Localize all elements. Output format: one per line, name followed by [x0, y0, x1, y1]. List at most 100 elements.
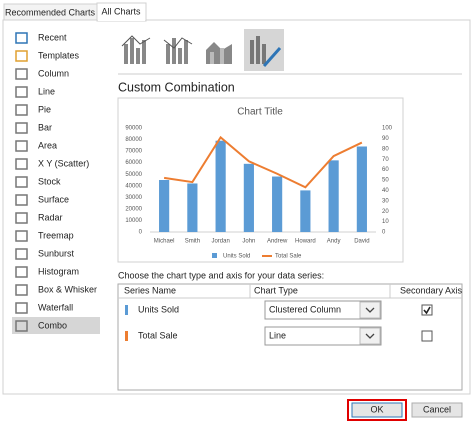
x-tick-label: Andy	[327, 239, 341, 245]
sidebar-item[interactable]: Histogram	[38, 266, 79, 276]
sidebar-item[interactable]: Radar	[38, 212, 63, 222]
y2-tick-label: 40	[382, 188, 389, 194]
legend-label: Total Sale	[275, 254, 302, 260]
bar	[243, 163, 254, 232]
cancel-button[interactable]	[411, 402, 463, 418]
y-tick-label: 20000	[125, 206, 142, 212]
y2-tick-label: 80	[382, 146, 389, 152]
sidebar-item[interactable]: Treemap	[38, 230, 74, 240]
bar	[187, 183, 198, 232]
item-icon	[15, 194, 28, 206]
item-icon	[15, 158, 28, 170]
sidebar-item[interactable]: Templates	[38, 50, 80, 60]
sidebar-item[interactable]: Waterfall	[38, 302, 73, 312]
legend-label: Units Sold	[223, 254, 250, 260]
y-tick-label: 0	[139, 230, 143, 236]
y2-tick-label: 50	[382, 178, 389, 184]
dropdown-button	[359, 327, 381, 345]
x-tick-label: Smith	[185, 239, 200, 245]
prompt: Choose the chart type and axis for your …	[118, 270, 324, 280]
icon[interactable]	[206, 42, 232, 64]
item-icon	[15, 122, 28, 134]
bar	[300, 190, 311, 232]
checkbox[interactable]	[421, 330, 433, 342]
dropdown-button	[359, 301, 381, 319]
x-tick-label: David	[354, 239, 369, 245]
bar	[272, 176, 283, 232]
line	[163, 135, 363, 189]
sidebar-item[interactable]: Recent	[38, 32, 67, 42]
header-cell: Secondary Axis	[400, 285, 463, 295]
item-icon	[15, 32, 28, 44]
y2-tick-label: 60	[382, 167, 389, 173]
item-icon	[15, 140, 28, 152]
y2-tick-label: 100	[382, 126, 393, 132]
sidebar-item[interactable]: Sunburst	[38, 248, 75, 258]
sidebar-item[interactable]: Combo	[38, 320, 67, 330]
x-tick-label: Andrew	[267, 239, 288, 245]
y-tick-label: 60000	[125, 160, 142, 166]
item-icon	[15, 104, 28, 116]
item-icon	[15, 68, 28, 80]
heading: Custom Combination	[118, 80, 235, 94]
y-tick-label: 40000	[125, 183, 142, 189]
y-tick-label: 70000	[125, 149, 142, 155]
icon[interactable]	[250, 36, 282, 67]
sidebar-item[interactable]: Stock	[38, 176, 61, 186]
selected-item-bg	[12, 317, 100, 334]
sidebar-item[interactable]: X Y (Scatter)	[38, 158, 89, 168]
y2-tick-label: 90	[382, 136, 389, 142]
tab-label: Recommended Charts	[5, 7, 96, 17]
sidebar-item[interactable]: Column	[38, 68, 69, 78]
icon[interactable]	[163, 37, 193, 64]
series-name: Total Sale	[138, 330, 178, 340]
checkbox[interactable]	[421, 304, 433, 316]
series-color	[125, 305, 128, 315]
series-name: Units Sold	[138, 304, 179, 314]
y-tick-label: 30000	[125, 195, 142, 201]
bar	[159, 180, 170, 232]
header-cell: Chart Type	[254, 285, 298, 295]
sidebar-item[interactable]: Pie	[38, 104, 51, 114]
item-icon	[15, 212, 28, 224]
y-tick-label: 80000	[125, 137, 142, 143]
icon[interactable]	[121, 35, 151, 64]
button-label: OK	[370, 404, 383, 414]
highlight	[347, 399, 407, 421]
x-tick-label: John	[242, 239, 255, 245]
bar	[356, 146, 367, 232]
x-tick-label: Jordan	[211, 239, 229, 245]
item-icon	[15, 302, 28, 314]
ok-button[interactable]	[351, 402, 403, 418]
checkmark	[423, 306, 431, 315]
y2-tick-label: 0	[382, 230, 386, 236]
y-tick-label: 10000	[125, 218, 142, 224]
dropdown-value: Line	[269, 330, 286, 340]
y2-tick-label: 10	[382, 219, 389, 225]
dropdown[interactable]	[264, 326, 382, 346]
item-icon	[15, 50, 28, 62]
item-icon	[15, 266, 28, 278]
bar	[215, 140, 226, 232]
chevron	[365, 333, 375, 339]
sidebar-item[interactable]: Surface	[38, 194, 69, 204]
y-tick-label: 90000	[125, 126, 142, 132]
bar	[328, 160, 339, 232]
button-label: Cancel	[423, 404, 451, 414]
x-tick-label: Howard	[295, 239, 316, 245]
chevron	[365, 307, 375, 313]
y-tick-label: 50000	[125, 172, 142, 178]
legend-swatch	[212, 253, 217, 258]
sidebar-item[interactable]: Box & Whisker	[38, 284, 97, 294]
item-icon	[15, 248, 28, 260]
item-icon	[15, 176, 28, 188]
chart-subtype-icons	[121, 29, 284, 71]
dropdown[interactable]	[264, 300, 382, 320]
sidebar-item[interactable]: Line	[38, 86, 55, 96]
sidebar-item[interactable]: Bar	[38, 122, 52, 132]
item-icon	[15, 230, 28, 242]
item-icon	[15, 86, 28, 98]
y2-tick-label: 20	[382, 209, 389, 215]
sidebar-item[interactable]: Area	[38, 140, 57, 150]
